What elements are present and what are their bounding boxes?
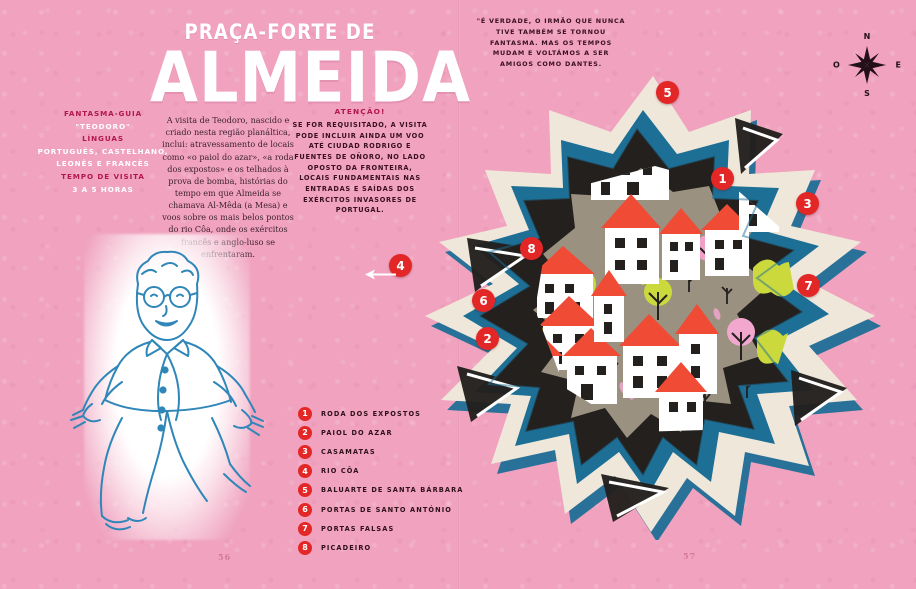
attention-body: SE FOR REQUISITADO, A VISITA PODE INCLUI… bbox=[292, 120, 428, 215]
legend-label-1: RODA DOS EXPOSTOS bbox=[321, 409, 422, 418]
legend-label-3: CASAMATAS bbox=[321, 447, 376, 456]
legend-bullet-1: 1 bbox=[298, 406, 312, 421]
legend-label-4: RIO CÔA bbox=[321, 467, 360, 476]
title-main: ALMEIDA bbox=[150, 36, 472, 119]
compass-north-label: N bbox=[863, 32, 871, 41]
legend-bullet-2: 2 bbox=[298, 425, 312, 440]
map-marker-3[interactable]: 3 bbox=[796, 192, 819, 215]
legend-bullet-3: 3 bbox=[298, 444, 312, 459]
map-marker-6[interactable]: 6 bbox=[472, 289, 495, 312]
legend-item-2[interactable]: 2 PAIOL DO AZAR bbox=[298, 423, 478, 442]
legend-item-8[interactable]: 8 PICADEIRO bbox=[298, 538, 478, 557]
attention-block: ATENÇÃO! SE FOR REQUISITADO, A VISITA PO… bbox=[292, 106, 428, 216]
legend-item-6[interactable]: 6 PORTAS DE SANTO ANTÓNIO bbox=[298, 500, 478, 519]
compass-west-label: O bbox=[833, 60, 840, 70]
legend-bullet-7: 7 bbox=[298, 521, 312, 536]
map-marker-4[interactable]: 4 bbox=[389, 254, 412, 277]
compass-south-label: S bbox=[864, 89, 870, 98]
map-marker-8[interactable]: 8 bbox=[520, 237, 543, 260]
legend-label-2: PAIOL DO AZAR bbox=[321, 428, 393, 437]
legend-label-7: PORTAS FALSAS bbox=[321, 524, 395, 533]
guide-value: "TEODORO" bbox=[75, 121, 131, 131]
river-arrow-icon bbox=[363, 268, 397, 281]
legend-item-4[interactable]: 4 RIO CÔA bbox=[298, 462, 478, 481]
page-number-right: 57 bbox=[683, 551, 697, 561]
languages-label: LÍNGUAS bbox=[82, 134, 124, 144]
duration-value: 3 A 5 HORAS bbox=[72, 184, 134, 194]
ghost-guide-illustration bbox=[62, 222, 272, 552]
legend-label-6: PORTAS DE SANTO ANTÓNIO bbox=[321, 505, 452, 514]
legend-item-7[interactable]: 7 PORTAS FALSAS bbox=[298, 519, 478, 538]
duration-label: TEMPO DE VISITA bbox=[61, 171, 145, 181]
attention-title: ATENÇÃO! bbox=[334, 107, 386, 116]
languages-value-line1: PORTUGUÊS, CASTELHANO, bbox=[37, 146, 169, 156]
map-marker-2[interactable]: 2 bbox=[476, 327, 499, 350]
languages-value-line2: LEONÊS E FRANCÊS bbox=[56, 159, 150, 169]
legend-label-5: BALUARTE DE SANTA BÁRBARA bbox=[321, 486, 464, 495]
page-title: PRAÇA-FORTE DE ALMEIDA bbox=[150, 20, 472, 119]
legend-label-8: PICADEIRO bbox=[321, 543, 372, 552]
guide-label: FANTASMA-GUIA bbox=[63, 109, 143, 118]
compass-east-label: E bbox=[895, 60, 901, 70]
page-number-left: 56 bbox=[218, 552, 232, 562]
visit-info-block: FANTASMA-GUIA "TEODORO" LÍNGUAS PORTUGUÊ… bbox=[32, 108, 174, 196]
legend-item-1[interactable]: 1 RODA DOS EXPOSTOS bbox=[298, 404, 478, 423]
spread-gutter bbox=[458, 0, 460, 589]
title-kicker: PRAÇA-FORTE DE bbox=[184, 20, 376, 45]
legend-item-3[interactable]: 3 CASAMATAS bbox=[298, 442, 478, 461]
almeida-star-fort-map bbox=[405, 70, 905, 542]
legend-bullet-5: 5 bbox=[298, 483, 312, 498]
legend-bullet-4: 4 bbox=[298, 464, 312, 479]
legend-bullet-6: 6 bbox=[298, 502, 312, 517]
ghost-quote: "É VERDADE, O IRMÃO QUE NUNCA TIVE TAMBÉ… bbox=[476, 17, 626, 68]
map-legend: 1 RODA DOS EXPOSTOS 2 PAIOL DO AZAR 3 CASAMAT… bbox=[298, 404, 478, 558]
map-marker-5[interactable]: 5 bbox=[656, 81, 679, 104]
compass-rose-icon: N E S O bbox=[833, 32, 901, 98]
legend-bullet-8: 8 bbox=[298, 540, 312, 555]
map-marker-7[interactable]: 7 bbox=[797, 274, 820, 297]
map-marker-1[interactable]: 1 bbox=[711, 167, 734, 190]
legend-item-5[interactable]: 5 BALUARTE DE SANTA BÁRBARA bbox=[298, 481, 478, 500]
